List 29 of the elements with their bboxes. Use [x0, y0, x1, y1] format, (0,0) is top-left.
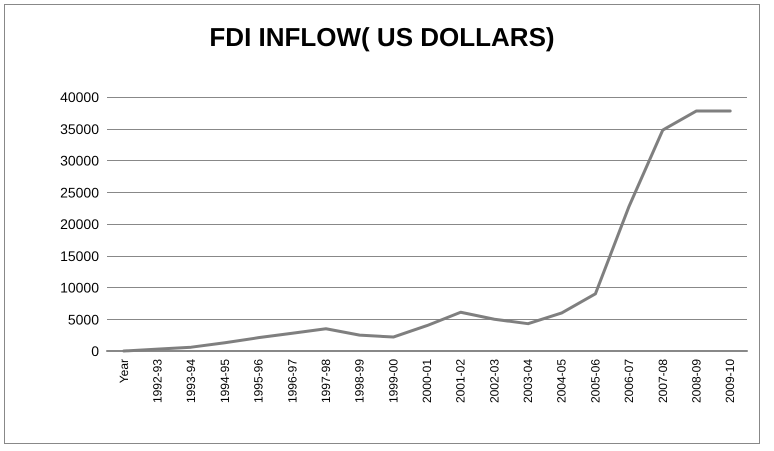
x-tick-label: 2003-04 — [521, 358, 536, 404]
x-tick-label: 2009-10 — [723, 358, 738, 404]
y-tick-label: 40000 — [60, 89, 100, 105]
y-tick-label: 0 — [91, 343, 100, 359]
x-tick-label: 1992-93 — [150, 358, 165, 404]
y-tick-label: 20000 — [60, 216, 100, 232]
x-tick-label: 2008-09 — [689, 358, 704, 404]
y-tick-label: 35000 — [60, 120, 100, 137]
y-tick-label: 5000 — [68, 311, 100, 328]
x-tick-label: 1996-97 — [285, 358, 300, 404]
x-tick-label: 2007-08 — [656, 358, 670, 404]
x-tick-label: 2005-06 — [588, 358, 602, 404]
x-tick-label: Year — [116, 359, 131, 384]
x-tick-label: 2004-05 — [554, 358, 569, 404]
y-tick-label: 30000 — [60, 152, 100, 168]
x-tick-label: 2006-07 — [622, 358, 636, 404]
x-tick-label: 1997-98 — [318, 358, 333, 404]
x-tick-label: 1998-99 — [352, 358, 367, 404]
x-tick-label: 2000-01 — [420, 358, 434, 404]
y-tick-label: 10000 — [60, 280, 100, 296]
chart-title: FDI INFLOW( US DOLLARS) — [209, 22, 555, 52]
x-tick-label: 2001-02 — [454, 358, 468, 404]
x-tick-label: 2002-03 — [487, 358, 502, 404]
y-tick-label: 25000 — [60, 184, 100, 200]
x-tick-label: 1993-94 — [184, 358, 198, 404]
x-tick-label: 1995-96 — [252, 358, 266, 404]
y-tick-label: 15000 — [60, 248, 100, 264]
x-tick-label: 1994-95 — [218, 358, 232, 404]
x-tick-label: 1999-00 — [386, 358, 400, 404]
